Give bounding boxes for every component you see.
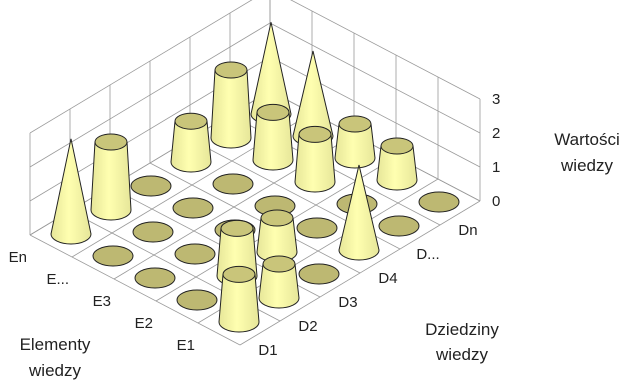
y-tick-label: E... xyxy=(46,271,69,288)
x-tick-label: D3 xyxy=(338,294,357,311)
frustum-top xyxy=(174,112,208,130)
y-axis-title-line1: Elementy xyxy=(20,335,91,354)
cone-body xyxy=(50,138,92,245)
frustum-top xyxy=(214,61,248,79)
chart-marks xyxy=(50,22,460,333)
frustum-body xyxy=(252,111,294,171)
frustum-body xyxy=(90,141,132,221)
y-axis-title-line2: wiedzy xyxy=(28,361,81,380)
z-tick-label: 0 xyxy=(492,193,500,210)
z-axis-title-line1: Wartości xyxy=(554,130,620,149)
y-tick-label: E3 xyxy=(93,293,111,310)
z-axis-title-line2: wiedzy xyxy=(560,156,613,175)
frustum-body xyxy=(170,120,212,173)
frustum-top xyxy=(256,103,290,121)
bar-mark-D4-E1 xyxy=(338,164,380,261)
x-tick-label: Dn xyxy=(458,222,477,239)
side-wall-gridline-horizontal xyxy=(290,0,481,100)
flat-disc-mark-D6-E1 xyxy=(418,191,460,213)
frustum-body xyxy=(258,263,300,309)
flat-disc-mark-D3-E5 xyxy=(130,175,172,197)
frustum-top xyxy=(222,265,256,283)
bar-mark-D5-E4 xyxy=(252,103,294,171)
frustum-top xyxy=(380,137,414,155)
z-tick-label: 1 xyxy=(492,159,500,176)
chart-labels: D1 D2 D3 D4 D... Dn E1 E2 E3 E... En 0 1 2 3 Dziedziny w… xyxy=(9,91,620,380)
bar-mark-D5-E3 xyxy=(294,125,336,193)
flat-disc-mark-D2-E3 xyxy=(174,243,216,265)
bar-mark-D4-E5 xyxy=(170,112,212,173)
bar-mark-D1-E1 xyxy=(218,265,260,333)
frustum-top xyxy=(94,133,128,151)
frustum-top xyxy=(298,125,332,143)
flat-disc-mark-D3-E1 xyxy=(298,263,340,285)
bar-mark-D6-E3 xyxy=(334,115,376,169)
x-tick-label: D1 xyxy=(258,342,277,359)
flat-disc-mark-D4-E4 xyxy=(212,173,254,195)
x-axis-title-line1: Dziedziny xyxy=(425,320,499,339)
floor-gridline-v xyxy=(239,200,481,346)
flat-disc-mark-D2-E4 xyxy=(132,221,174,243)
flat-disc-mark-D5-E1 xyxy=(378,215,420,237)
frustum-body xyxy=(334,123,376,169)
floor-gridline-u xyxy=(29,234,241,346)
z-tick-label: 3 xyxy=(492,91,500,108)
flat-disc-mark-D4-E2 xyxy=(296,217,338,239)
bar-mark-D2-E5 xyxy=(90,133,132,221)
y-tick-label: En xyxy=(9,249,27,266)
bar-mark-D3-E2 xyxy=(256,209,298,263)
z-tick-label: 2 xyxy=(492,125,500,142)
y-tick-label: E1 xyxy=(177,337,195,354)
bar-mark-D6-E2 xyxy=(376,137,418,191)
frustum-top xyxy=(260,209,294,227)
back-wall-gridline-horizontal xyxy=(29,0,253,134)
cone-body xyxy=(338,164,380,261)
frustum-body xyxy=(218,273,260,333)
frustum-body xyxy=(294,133,336,193)
flat-disc-mark-D1-E4 xyxy=(92,245,134,267)
frustum-body xyxy=(210,69,252,149)
x-axis-title-line2: wiedzy xyxy=(435,345,488,364)
x-tick-label: D2 xyxy=(298,318,317,335)
x-tick-label: D... xyxy=(416,246,439,263)
frustum-body xyxy=(376,145,418,191)
bar-mark-D2-E1 xyxy=(258,255,300,309)
frustum-top xyxy=(338,115,372,133)
bar-mark-D5-E5 xyxy=(210,61,252,149)
y-tick-label: E2 xyxy=(135,315,153,332)
x-tick-label: D4 xyxy=(378,270,397,287)
floor-gridline-u xyxy=(149,162,361,274)
side-wall-gridline-horizontal xyxy=(269,56,481,168)
flat-disc-mark-D3-E4 xyxy=(172,197,214,219)
flat-disc-mark-D1-E3 xyxy=(134,267,176,289)
bar-mark-D1-E5 xyxy=(50,138,92,245)
side-wall-gridline-horizontal xyxy=(269,22,481,134)
frustum-top xyxy=(262,255,296,273)
flat-disc-mark-D1-E2 xyxy=(176,289,218,311)
frustum-top xyxy=(220,219,254,237)
